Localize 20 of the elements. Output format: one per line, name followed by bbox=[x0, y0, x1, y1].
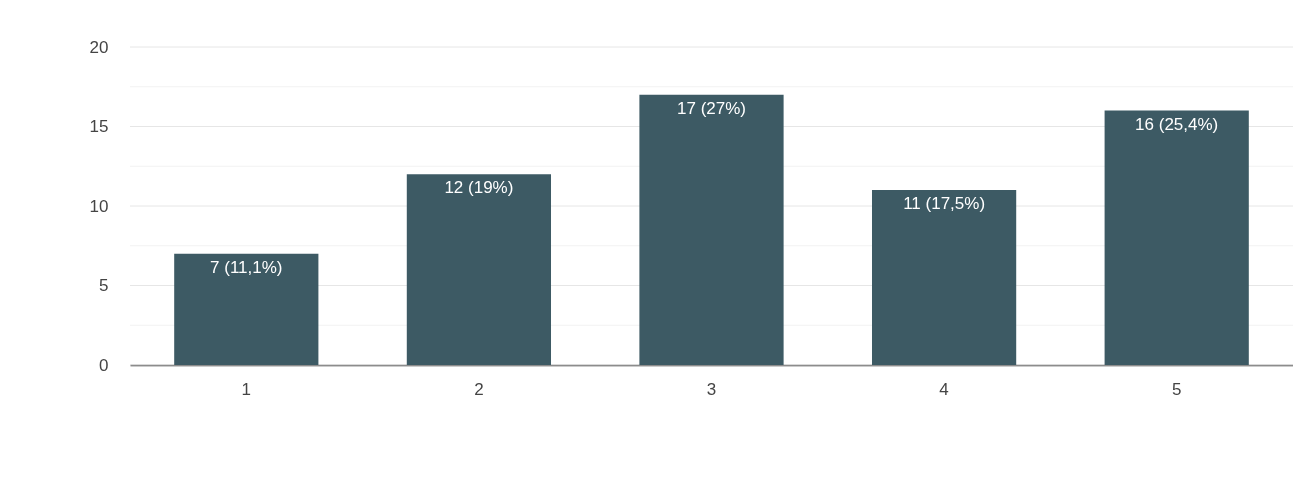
y-tick-label: 20 bbox=[89, 37, 109, 57]
data-label: 11 (17,5%) bbox=[903, 194, 986, 214]
data-label: 17 (27%) bbox=[677, 98, 746, 118]
data-label: 7 (11,1%) bbox=[210, 257, 283, 277]
y-tick-label: 10 bbox=[89, 196, 109, 216]
x-tick-label: 1 bbox=[241, 379, 252, 399]
y-tick-label: 5 bbox=[99, 276, 109, 295]
bar bbox=[1104, 110, 1249, 365]
y-tick-label: 0 bbox=[99, 355, 109, 375]
x-tick-label: 2 bbox=[474, 379, 484, 399]
data-label: 16 (25,4%) bbox=[1135, 114, 1219, 134]
y-tick-label: 15 bbox=[89, 117, 109, 136]
x-tick-label: 4 bbox=[939, 379, 949, 399]
bar bbox=[406, 174, 552, 365]
bar bbox=[871, 190, 1017, 365]
bar bbox=[639, 94, 784, 365]
x-tick-label: 5 bbox=[1171, 379, 1182, 399]
data-label: 12 (19%) bbox=[444, 178, 514, 198]
bar bbox=[174, 253, 319, 365]
x-tick-label: 3 bbox=[706, 379, 717, 399]
